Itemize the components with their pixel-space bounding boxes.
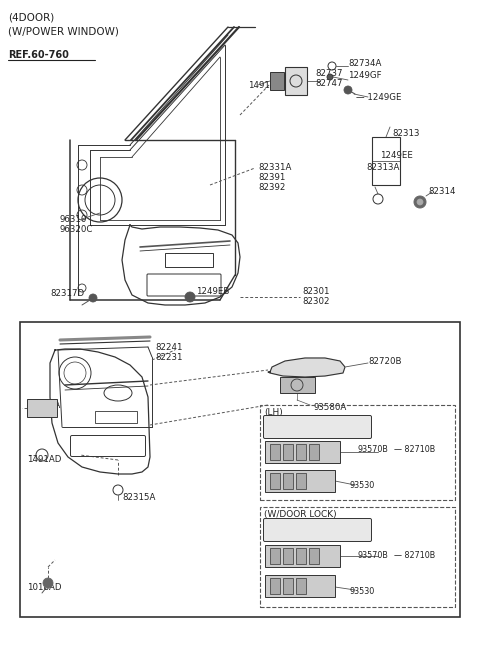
Bar [260, 405, 455, 500]
Bar [296, 473, 306, 489]
Text: 1491AD: 1491AD [248, 81, 282, 90]
Bar [265, 575, 335, 597]
Bar [265, 545, 340, 567]
Bar [283, 444, 293, 460]
Bar [165, 253, 213, 267]
Text: 82392: 82392 [258, 183, 286, 191]
Bar [283, 548, 293, 564]
Bar [283, 473, 293, 489]
Bar [27, 399, 57, 417]
Bar [270, 578, 280, 594]
Text: 1018AD: 1018AD [27, 582, 61, 591]
Text: 82313: 82313 [392, 130, 420, 138]
Polygon shape [268, 358, 345, 377]
Bar [285, 67, 307, 95]
Text: 82301: 82301 [302, 288, 329, 297]
Bar [296, 444, 306, 460]
Text: 82331A: 82331A [258, 162, 291, 172]
Circle shape [327, 74, 333, 80]
Text: (LH): (LH) [264, 409, 283, 417]
Text: 93570B: 93570B [358, 550, 389, 559]
Text: 82317D: 82317D [50, 288, 84, 297]
FancyBboxPatch shape [264, 519, 372, 542]
Bar [280, 377, 315, 393]
Text: — 82710B: — 82710B [394, 550, 435, 559]
Text: 93530: 93530 [350, 481, 375, 491]
Text: 1491AD: 1491AD [27, 455, 61, 464]
Text: 82391: 82391 [258, 172, 286, 181]
Circle shape [43, 578, 53, 588]
Text: 1249GF: 1249GF [348, 71, 382, 79]
Bar [270, 72, 284, 90]
Text: 96310: 96310 [60, 214, 87, 223]
Text: 82315A: 82315A [122, 493, 156, 502]
Bar [372, 137, 400, 185]
Bar [283, 578, 293, 594]
Text: 82393A: 82393A [27, 400, 60, 409]
Text: — 82710B: — 82710B [394, 445, 435, 455]
Text: 93570B: 93570B [358, 445, 389, 455]
Bar [265, 441, 340, 463]
Bar [260, 507, 455, 607]
FancyBboxPatch shape [264, 415, 372, 438]
Bar [270, 473, 280, 489]
Circle shape [89, 294, 97, 302]
Bar [309, 444, 319, 460]
Bar [265, 470, 335, 492]
Bar [296, 578, 306, 594]
Text: 82747: 82747 [315, 79, 343, 88]
Text: — 1249GE: — 1249GE [356, 94, 401, 102]
Bar [296, 548, 306, 564]
Text: 82720B: 82720B [368, 356, 401, 365]
Text: 96320C: 96320C [60, 225, 94, 233]
Text: 82241: 82241 [155, 343, 182, 352]
Circle shape [414, 196, 426, 208]
Text: 82302: 82302 [302, 297, 329, 307]
Bar [95, 411, 137, 423]
Text: (W/DOOR LOCK): (W/DOOR LOCK) [264, 510, 336, 519]
Text: 93530: 93530 [350, 586, 375, 595]
Bar [309, 548, 319, 564]
Text: 93580A: 93580A [313, 403, 346, 413]
Text: 82737: 82737 [315, 69, 343, 77]
Text: 82734A: 82734A [348, 60, 382, 69]
Bar [270, 444, 280, 460]
Text: 82231: 82231 [155, 352, 182, 362]
Circle shape [185, 292, 195, 302]
Text: 82313A: 82313A [366, 162, 399, 172]
Text: 82314: 82314 [428, 187, 456, 195]
Circle shape [417, 199, 423, 205]
Bar [20, 322, 460, 617]
Text: (W/POWER WINDOW): (W/POWER WINDOW) [8, 26, 119, 36]
Text: REF.60-760: REF.60-760 [8, 50, 69, 60]
Text: 1249EB: 1249EB [196, 288, 229, 297]
Circle shape [344, 86, 352, 94]
Text: (4DOOR): (4DOOR) [8, 12, 54, 22]
Text: 1249EE: 1249EE [380, 151, 413, 160]
Bar [270, 548, 280, 564]
